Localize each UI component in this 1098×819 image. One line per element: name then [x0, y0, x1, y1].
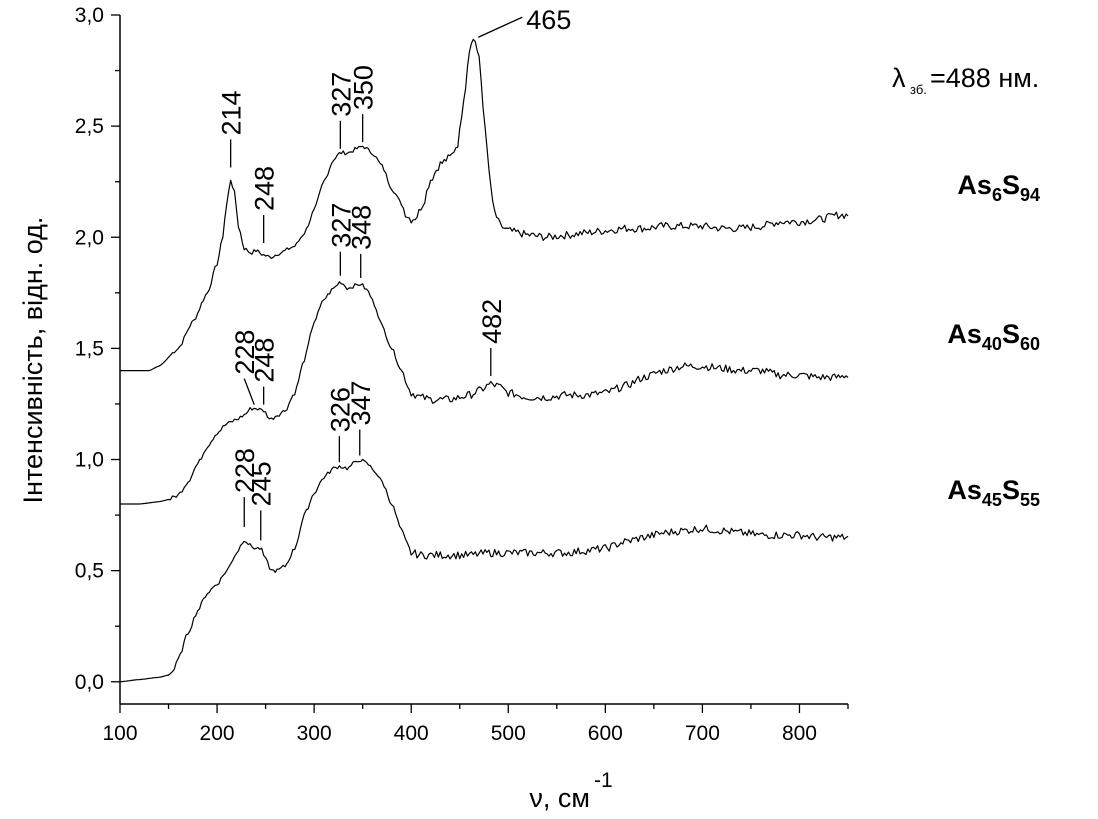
- peak-label: 228: [230, 448, 260, 493]
- peak-label: 327: [326, 72, 356, 117]
- series-label-part: As: [947, 319, 982, 349]
- peak-label: 350: [349, 65, 379, 110]
- x-tick-label: 400: [394, 722, 429, 745]
- x-axis-title-superscript: -1: [594, 769, 613, 792]
- x-axis-title: ν, см: [529, 783, 590, 813]
- series-label-part: S: [1002, 170, 1020, 200]
- peak-label: 348: [347, 205, 377, 250]
- series-lines: [119, 38, 849, 683]
- y-axis-title: Інтенсивність, відн. од.: [18, 217, 48, 504]
- series-label-part: As: [957, 170, 992, 200]
- series-label-part: As: [947, 475, 982, 505]
- y-tick-label: 1,0: [75, 449, 104, 472]
- annotation-leader: [243, 378, 255, 405]
- y-tick-label: 2,5: [75, 115, 104, 138]
- peak-label: 327: [326, 203, 356, 248]
- y-tick-label: 2,0: [75, 226, 104, 249]
- series-label-subscript: 45: [982, 490, 1002, 510]
- series-label-subscript: 6: [992, 185, 1002, 205]
- x-tick-label: 700: [685, 722, 720, 745]
- series-label: As40S60: [947, 319, 1040, 354]
- peak-label: 214: [217, 90, 247, 135]
- series-label-subscript: 94: [1020, 185, 1040, 205]
- y-tick-label: 3,0: [75, 4, 104, 27]
- series-line-1: [120, 281, 849, 505]
- peak-label: 245: [247, 461, 277, 506]
- series-label: As45S55: [947, 475, 1040, 510]
- series-label-subscript: 55: [1020, 490, 1040, 510]
- peak-label: 347: [346, 380, 376, 425]
- excitation-lambda: λ: [892, 63, 906, 93]
- peak-label: 228: [230, 330, 260, 375]
- excitation-note: λ зб. =488 нм.: [892, 63, 1039, 97]
- peak-label: 248: [250, 338, 280, 383]
- series-line-0: [120, 38, 849, 372]
- peak-label: 482: [477, 299, 507, 344]
- series-label-subscript: 60: [1020, 334, 1040, 354]
- series-label-part: S: [1002, 319, 1020, 349]
- x-tick-label: 300: [297, 722, 332, 745]
- peak-label: 326: [325, 387, 355, 432]
- series-label: As6S94: [957, 170, 1040, 205]
- x-tick-label: 200: [200, 722, 235, 745]
- y-tick-label: 0,5: [75, 560, 104, 583]
- series-label-part: S: [1002, 475, 1020, 505]
- y-tick-label: 1,5: [75, 337, 104, 360]
- x-tick-label: 100: [102, 722, 137, 745]
- annotation-leader: [478, 16, 523, 38]
- series-label-subscript: 40: [982, 334, 1002, 354]
- peak-annotations: 2142483273504653273482282484823263472282…: [217, 5, 571, 541]
- x-tick-label: 800: [782, 722, 817, 745]
- peak-label: 465: [526, 5, 571, 35]
- series-line-2: [119, 458, 849, 683]
- excitation-value: =488 нм.: [930, 63, 1039, 93]
- axes: 100 200 300 400 500 600 700 800 0,0 0,5 1,0 1,5 2,0 2…: [75, 4, 849, 745]
- x-tick-label: 600: [588, 722, 623, 745]
- x-tick-label: 500: [491, 722, 526, 745]
- y-tick-label: 0,0: [75, 671, 104, 694]
- peak-label: 248: [250, 166, 280, 211]
- excitation-subscript: зб.: [910, 82, 927, 97]
